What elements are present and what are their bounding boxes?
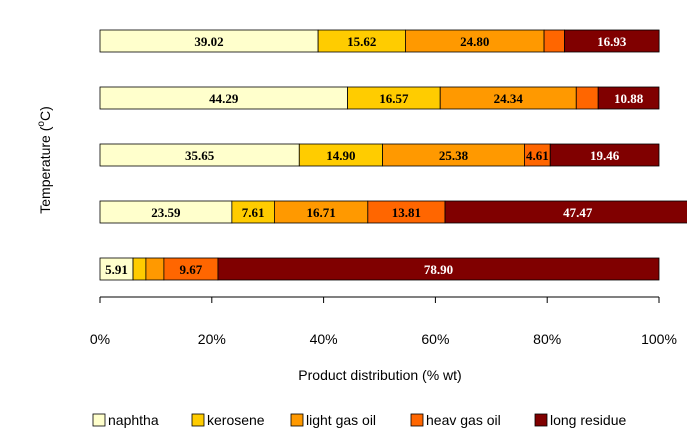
bar-segment-long-residue (444, 200, 687, 224)
data-label: 13.81 (392, 205, 421, 220)
data-label: 39.02 (194, 34, 223, 49)
bar-segment-heav-gas-oil (543, 29, 565, 53)
legend-label: naphtha (108, 412, 159, 428)
bars-group: 39.02 15.62 24.80 16.93 44.29 16.57 24.34 10.88… (99, 29, 687, 281)
data-label: 7.61 (242, 205, 265, 220)
legend-swatch (534, 413, 548, 427)
y-axis-title-degree: o (36, 121, 47, 127)
legend-label: heav gas oil (426, 412, 501, 428)
legend-label: light gas oil (306, 412, 376, 428)
data-label: 10.88 (614, 91, 644, 106)
x-tick-label: 100% (641, 331, 677, 347)
data-label: 16.71 (306, 205, 335, 220)
data-label: 19.46 (590, 148, 620, 163)
bar-segment-long-residue (217, 257, 660, 281)
data-label: 9.67 (180, 262, 203, 277)
x-tick-label: 80% (533, 331, 561, 347)
bar-segment-long-residue (549, 143, 660, 167)
legend-swatch (191, 413, 205, 427)
x-tick-label: 0% (90, 331, 110, 347)
y-axis-title-suffix: C) (37, 106, 53, 121)
x-axis-title: Product distribution (% wt) (298, 367, 461, 383)
data-label: 5.91 (105, 262, 128, 277)
legend-swatch (290, 413, 304, 427)
data-label: 47.47 (563, 205, 593, 220)
data-label: 24.80 (460, 34, 489, 49)
data-label: 25.38 (439, 148, 469, 163)
data-label: 24.34 (494, 91, 524, 106)
x-tick-label: 20% (198, 331, 226, 347)
data-label: 44.29 (209, 91, 239, 106)
data-label: 15.62 (347, 34, 376, 49)
data-label: 23.59 (151, 205, 181, 220)
data-label: 4.61 (526, 148, 549, 163)
legend-swatch (92, 413, 106, 427)
data-label: 16.57 (379, 91, 409, 106)
x-axis: 0% 20% 40% 60% 80% 100% (90, 296, 677, 347)
y-axis-title: Temperature (oC) (36, 106, 53, 214)
svg-text:Temperature (oC): Temperature (oC) (36, 106, 53, 214)
data-label: 78.90 (424, 262, 453, 277)
data-label: 14.90 (326, 148, 355, 163)
bar-segment-kerosene (132, 257, 147, 281)
bar-segment-long-residue (597, 86, 660, 110)
data-label: 35.65 (185, 148, 215, 163)
x-tick-label: 40% (310, 331, 338, 347)
legend-label: kerosene (207, 412, 265, 428)
legend-swatch (410, 413, 424, 427)
bar-segment-heav-gas-oil (575, 86, 599, 110)
legend: naphtha kerosene light gas oil heav gas oil… (92, 412, 626, 428)
data-label: 16.93 (597, 34, 627, 49)
legend-label: long residue (550, 412, 626, 428)
bar-segment-light-gas-oil (145, 257, 165, 281)
x-tick-label: 60% (421, 331, 449, 347)
bar-segment-long-residue (564, 29, 660, 53)
y-axis-title-prefix: Temperature ( (37, 126, 53, 213)
